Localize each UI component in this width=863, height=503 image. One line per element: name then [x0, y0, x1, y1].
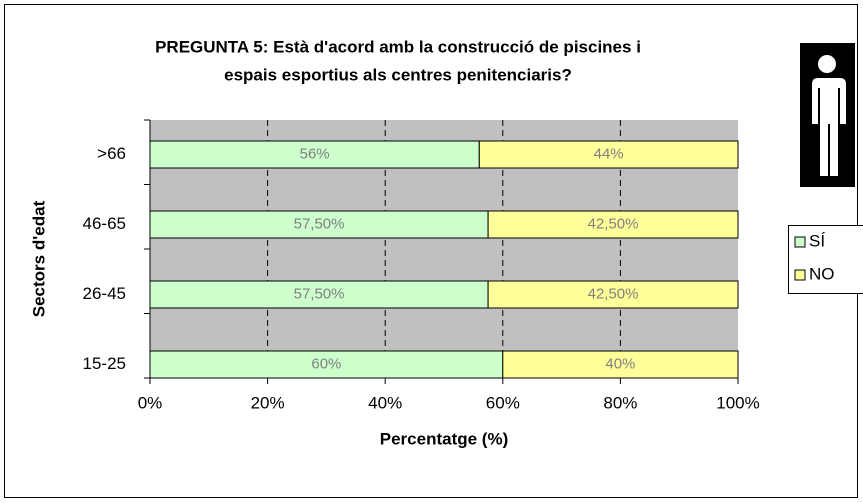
bar	[149, 280, 489, 309]
data-label: 42,50%	[588, 215, 639, 232]
x-tick-label: 40%	[368, 393, 402, 412]
data-label: 56%	[300, 145, 330, 162]
y-tick-label: 46-65	[83, 214, 126, 233]
bar	[487, 280, 739, 309]
x-tick-label: 100%	[716, 393, 759, 412]
x-tick-label: 20%	[251, 393, 285, 412]
y-tick-label: 26-45	[83, 284, 126, 303]
bar	[502, 350, 739, 379]
x-tick-label: 0%	[138, 393, 163, 412]
legend-swatch	[794, 269, 806, 281]
y-tick-label: >66	[97, 144, 126, 163]
x-axis-title: Percentatge (%)	[380, 429, 508, 448]
y-tick-label: 15-25	[83, 354, 126, 373]
chart-title: PREGUNTA 5: Està d'acord amb la construc…	[155, 37, 641, 56]
legend-box	[788, 225, 863, 294]
x-tick-label: 60%	[486, 393, 520, 412]
data-label: 40%	[605, 355, 635, 372]
bar	[149, 210, 489, 239]
person-icon	[800, 43, 855, 187]
data-label: 60%	[311, 355, 341, 372]
data-label: 57,50%	[294, 285, 345, 302]
data-label: 44%	[594, 145, 624, 162]
chart-title: espais esportius als centres penitenciar…	[224, 65, 572, 84]
legend-label: SÍ	[809, 231, 825, 250]
bar	[478, 140, 739, 169]
x-tick-label: 80%	[603, 393, 637, 412]
legend-swatch	[794, 236, 806, 248]
data-label: 42,50%	[588, 285, 639, 302]
bar	[149, 350, 504, 379]
bar	[487, 210, 739, 239]
data-label: 57,50%	[294, 215, 345, 232]
legend-label: NO	[809, 264, 835, 283]
y-axis-title: Sectors d'edat	[29, 200, 48, 317]
